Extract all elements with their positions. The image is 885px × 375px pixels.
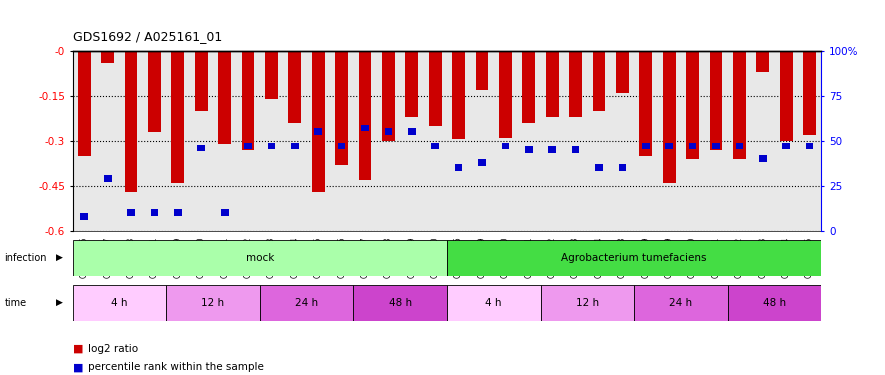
Bar — [244, 143, 252, 149]
Bar — [593, 51, 605, 111]
Bar — [780, 51, 793, 141]
Bar — [478, 159, 486, 165]
Text: 4 h: 4 h — [486, 298, 502, 308]
Bar — [735, 143, 743, 149]
Bar — [569, 51, 582, 117]
Bar — [447, 285, 541, 321]
Bar — [572, 146, 580, 153]
Bar — [595, 164, 603, 171]
Bar — [455, 164, 463, 171]
Bar — [757, 51, 769, 72]
Text: infection: infection — [4, 253, 47, 263]
Bar — [804, 51, 816, 135]
Text: 4 h: 4 h — [112, 298, 127, 308]
Bar — [166, 285, 260, 321]
Bar — [195, 51, 208, 111]
Bar — [689, 143, 696, 149]
Text: ▶: ▶ — [56, 298, 63, 307]
Bar — [104, 175, 112, 182]
Bar — [267, 143, 275, 149]
Bar — [541, 285, 635, 321]
Bar — [616, 51, 629, 93]
Text: percentile rank within the sample: percentile rank within the sample — [88, 363, 265, 372]
Bar — [727, 285, 821, 321]
Bar — [125, 51, 137, 192]
Text: 48 h: 48 h — [763, 298, 786, 308]
Text: 24 h: 24 h — [669, 298, 692, 308]
Bar — [265, 51, 278, 99]
Bar — [405, 51, 419, 117]
Bar — [291, 143, 299, 149]
Bar — [663, 51, 675, 183]
Text: time: time — [4, 298, 27, 308]
Text: GDS1692 / A025161_01: GDS1692 / A025161_01 — [73, 30, 222, 43]
Text: 48 h: 48 h — [389, 298, 412, 308]
Bar — [502, 143, 509, 149]
Bar — [73, 240, 447, 276]
Bar — [148, 51, 161, 132]
Bar — [335, 51, 348, 165]
Text: ▶: ▶ — [56, 254, 63, 262]
Bar — [314, 128, 322, 135]
Bar — [759, 155, 766, 162]
Bar — [639, 51, 652, 156]
Bar — [619, 164, 627, 171]
Bar — [429, 51, 442, 126]
Bar — [666, 143, 673, 149]
Text: ■: ■ — [73, 363, 83, 372]
Bar — [358, 51, 372, 180]
Text: mock: mock — [245, 253, 274, 263]
Bar — [289, 51, 301, 123]
Bar — [452, 51, 465, 139]
Bar — [242, 51, 255, 150]
Text: log2 ratio: log2 ratio — [88, 344, 139, 354]
Bar — [712, 143, 720, 149]
Bar — [522, 51, 535, 123]
Bar — [805, 143, 813, 149]
Bar — [220, 209, 228, 216]
Bar — [642, 143, 650, 149]
Bar — [73, 285, 166, 321]
Bar — [710, 51, 722, 150]
Bar — [197, 144, 205, 151]
Bar — [361, 125, 369, 131]
Bar — [733, 51, 746, 159]
Bar — [150, 209, 158, 216]
Bar — [782, 143, 790, 149]
Bar — [382, 51, 395, 141]
Bar — [475, 51, 489, 90]
Bar — [101, 51, 114, 63]
Bar — [127, 209, 135, 216]
Bar — [525, 146, 533, 153]
Bar — [312, 51, 325, 192]
Bar — [385, 128, 392, 135]
Text: ■: ■ — [73, 344, 83, 354]
Bar — [338, 143, 345, 149]
Bar — [81, 213, 88, 219]
Bar — [431, 143, 439, 149]
Bar — [172, 51, 184, 183]
Bar — [260, 285, 353, 321]
Bar — [408, 128, 416, 135]
Bar — [546, 51, 558, 117]
Bar — [219, 51, 231, 144]
Text: 12 h: 12 h — [202, 298, 225, 308]
Text: 12 h: 12 h — [576, 298, 599, 308]
Bar — [635, 285, 727, 321]
Text: Agrobacterium tumefaciens: Agrobacterium tumefaciens — [561, 253, 707, 263]
Bar — [686, 51, 699, 159]
Bar — [499, 51, 512, 138]
Bar — [78, 51, 90, 156]
Bar — [447, 240, 821, 276]
Bar — [353, 285, 447, 321]
Text: 24 h: 24 h — [295, 298, 318, 308]
Bar — [174, 209, 181, 216]
Bar — [549, 146, 556, 153]
